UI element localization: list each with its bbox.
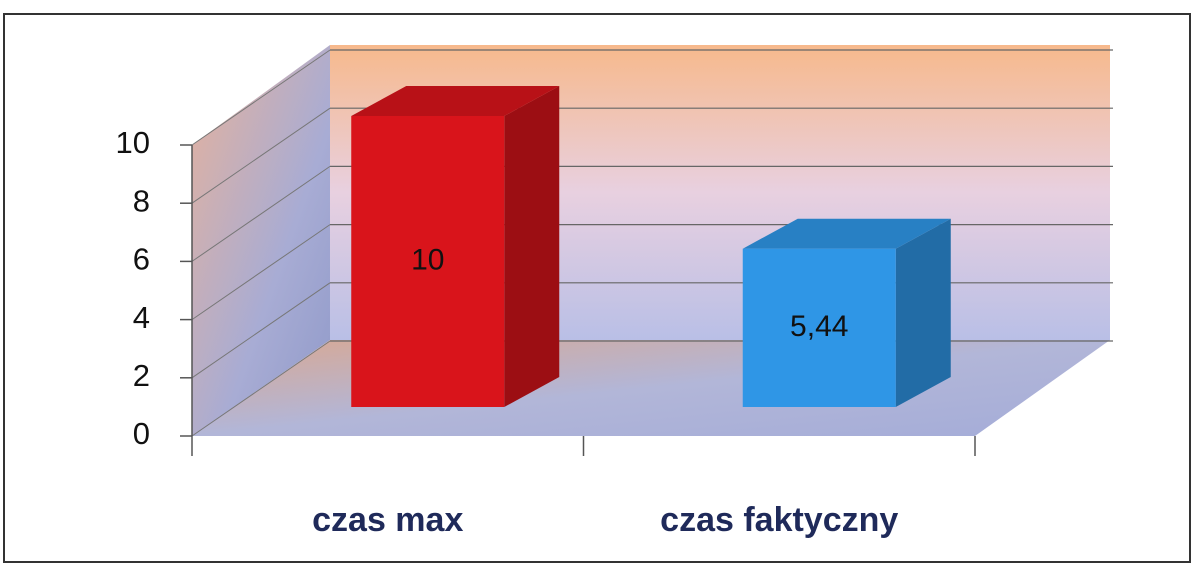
bar: [351, 116, 505, 407]
value-label: 10: [411, 243, 444, 276]
bar-top: [351, 86, 560, 116]
grid-line: [191, 107, 331, 204]
y-tick-label: 0: [133, 416, 150, 451]
y-tick-label: 8: [133, 183, 150, 218]
grid-line: [191, 282, 331, 379]
side-wall: [192, 45, 330, 436]
y-tick-label: 4: [133, 300, 150, 335]
bar: [742, 248, 896, 407]
grid-line: [191, 224, 331, 321]
grid-line: [191, 340, 331, 437]
value-label: 5,44: [790, 310, 848, 343]
grid-line: [191, 49, 331, 146]
y-tick-label: 10: [116, 125, 150, 160]
grid-line: [191, 165, 331, 262]
bar-top: [742, 218, 951, 249]
bar-side: [895, 218, 951, 407]
y-tick-label: 2: [133, 358, 150, 393]
y-tick-label: 6: [133, 242, 150, 277]
floor: [192, 340, 1110, 436]
bar-side: [504, 86, 560, 407]
x-tick-label: czas faktyczny: [660, 501, 898, 539]
x-tick-label: czas max: [312, 501, 463, 539]
